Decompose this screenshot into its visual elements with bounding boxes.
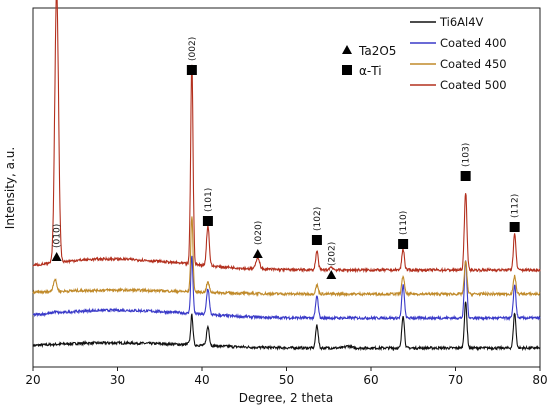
ta2o5-marker [252,249,263,258]
x-tick-label: 40 [194,373,209,387]
x-tick-label: 20 [25,373,40,387]
series-legend: Ti6Al4V Coated 400 Coated 450 Coated 500 [410,15,507,92]
x-tick-label: 70 [448,373,463,387]
marker-legend-square [342,65,352,75]
marker-legend: Ta2O5 α-Ti [342,44,396,78]
marker-legend-triangle [342,45,352,54]
series-line-0 [32,301,541,352]
series-layer [32,0,541,352]
alpha-ti-marker [398,239,409,249]
peak-label: (020) [254,221,264,245]
series-line-1 [32,255,541,322]
peak-label: (112) [511,194,521,218]
peak-label: (202) [327,242,337,266]
ta2o5-marker [326,270,337,279]
legend-label-2: Coated 450 [440,57,507,71]
peak-label: (101) [204,188,214,212]
alpha-ti-marker [460,171,471,181]
alpha-ti-marker [311,235,322,245]
y-axis-label: Intensity, a.u. [3,147,17,229]
alpha-ti-marker [202,216,213,226]
x-tick-label: 30 [110,373,125,387]
x-tick-label: 50 [279,373,294,387]
peak-label: (010) [53,224,63,248]
legend-label-1: Coated 400 [440,36,507,50]
marker-legend-label: α-Ti [359,64,382,78]
x-axis: 20 30 40 50 60 70 80 [25,367,548,387]
ta2o5-marker [51,252,62,261]
alpha-ti-marker [186,65,197,75]
x-tick-label: 80 [532,373,547,387]
peak-label: (110) [399,211,409,235]
x-tick-label: 60 [363,373,378,387]
peak-label: (103) [462,143,472,167]
series-line-3 [32,0,541,274]
series-line-2 [32,216,541,298]
legend-label-0: Ti6Al4V [439,15,484,29]
peak-label: (002) [188,37,198,61]
peak-annotations: (010) (002) (101) (020) (102) (202) (110) (103)… [51,37,521,279]
peak-label: (102) [313,207,323,231]
x-axis-label: Degree, 2 theta [239,391,334,405]
marker-legend-label: Ta2O5 [358,44,396,58]
alpha-ti-marker [509,222,520,232]
legend-label-3: Coated 500 [440,78,507,92]
